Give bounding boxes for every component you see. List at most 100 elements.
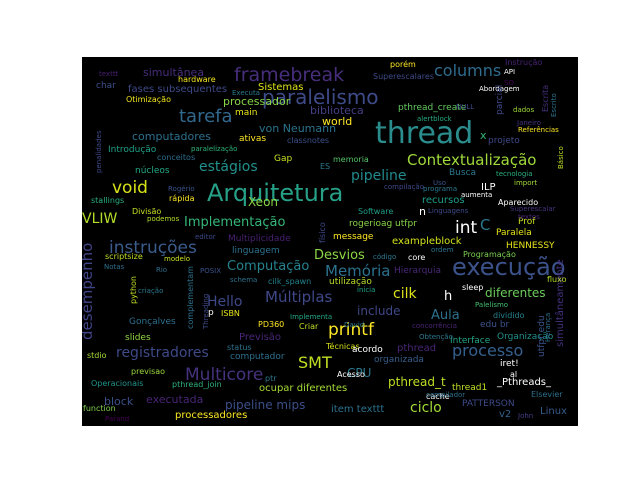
word: Implementa (290, 313, 333, 321)
word: Herança (544, 312, 552, 342)
word: framebreak (234, 64, 345, 86)
word: fases subsequentes (128, 84, 228, 95)
word: API (504, 68, 516, 76)
word: C (480, 216, 491, 234)
word: Palelismo (475, 301, 509, 309)
word: HENNESSY (506, 241, 555, 251)
word: SO (504, 79, 514, 87)
word: textos (518, 213, 540, 221)
word: schema (230, 276, 258, 284)
word: processo (452, 341, 524, 360)
word: cilk (393, 286, 417, 302)
word: simultâneamente (555, 259, 566, 347)
word: Multiplicidade (228, 234, 291, 244)
word: tecnologia (496, 170, 533, 178)
word: projeto (488, 136, 520, 146)
word: cache (426, 392, 450, 401)
word: Rio (156, 266, 168, 274)
word: Instrução (505, 58, 543, 67)
word: import (514, 179, 538, 187)
word: processadores (175, 410, 248, 421)
word: acordo (352, 345, 383, 355)
word: Aula (431, 308, 460, 323)
word: Gap (274, 154, 293, 164)
word: Básico (557, 146, 565, 169)
word: status (227, 343, 252, 352)
word: Computação (227, 259, 310, 274)
word: Hello (207, 294, 243, 310)
word: columns (434, 61, 502, 80)
word: Paralela (496, 228, 532, 238)
word: núcleos (135, 166, 170, 176)
word: Rogério (168, 185, 195, 193)
word: SMT (298, 353, 332, 372)
word: cilk_spawn (268, 277, 312, 286)
word: stallings (91, 196, 125, 205)
word: memoria (333, 155, 369, 164)
word: function (83, 404, 116, 413)
word: Sistemas (258, 82, 304, 93)
word: pthread_t (388, 375, 446, 389)
word: edu br (480, 320, 510, 330)
word: python (129, 276, 138, 304)
word: main (235, 108, 258, 118)
word: Operacionais (91, 379, 144, 388)
word: registradores (116, 345, 209, 361)
word: Desvios (314, 248, 365, 263)
word: int (455, 218, 478, 238)
word: computadores (132, 130, 211, 143)
word: físico (318, 222, 327, 243)
word: concorrência (412, 322, 458, 330)
word: Otimização (126, 95, 171, 104)
word: execução (452, 253, 566, 281)
word: Xeon (248, 195, 279, 209)
word: Parand (105, 415, 130, 423)
word: VLIW (82, 211, 118, 227)
word: compilador (426, 391, 466, 399)
word: classnotes (287, 136, 330, 145)
word: linguagem (232, 246, 280, 256)
word: dados (513, 106, 535, 114)
word: Implementação (184, 215, 286, 230)
word: Linux (540, 406, 567, 417)
word: Interface (450, 336, 491, 346)
word: sleep (462, 283, 484, 292)
word: von Neumann (259, 122, 337, 135)
word: pipeline mips (225, 398, 306, 412)
word: diferentes (485, 286, 546, 300)
word: Previsão (239, 332, 282, 343)
word: Abordagem (479, 85, 520, 93)
word: ISBN (221, 309, 240, 318)
word: x (480, 129, 487, 142)
word: al (510, 370, 518, 379)
word: criação (138, 287, 164, 295)
word: paralelização (191, 145, 238, 153)
word: Threading (202, 293, 210, 329)
word: Criar (299, 322, 319, 331)
word: compilação (384, 183, 424, 191)
word: pthread (397, 343, 437, 354)
word: Superescalar (510, 205, 556, 213)
word: core (408, 253, 426, 262)
word: block (104, 395, 134, 408)
word: pipeline (351, 168, 407, 184)
word: previsao (131, 367, 166, 376)
word: conceitos (157, 153, 196, 162)
word: char (96, 81, 116, 91)
word: executada (146, 393, 204, 406)
word: Janeiro (517, 119, 542, 127)
word: podemos (147, 215, 180, 223)
word: ocupar diferentes (259, 383, 348, 394)
word: pthread_create (398, 103, 467, 113)
word: Notas (104, 263, 125, 271)
word: parcial (495, 84, 505, 115)
word: tarefa (179, 106, 233, 127)
word: Técnicas (326, 342, 360, 351)
word: rápida (169, 194, 195, 203)
word: world (322, 115, 353, 128)
word: Hierarquia (394, 266, 441, 276)
word: alertblock (417, 115, 452, 123)
word: Referências (518, 126, 559, 134)
word: penalidades (95, 130, 103, 174)
word: estágios (199, 159, 258, 175)
